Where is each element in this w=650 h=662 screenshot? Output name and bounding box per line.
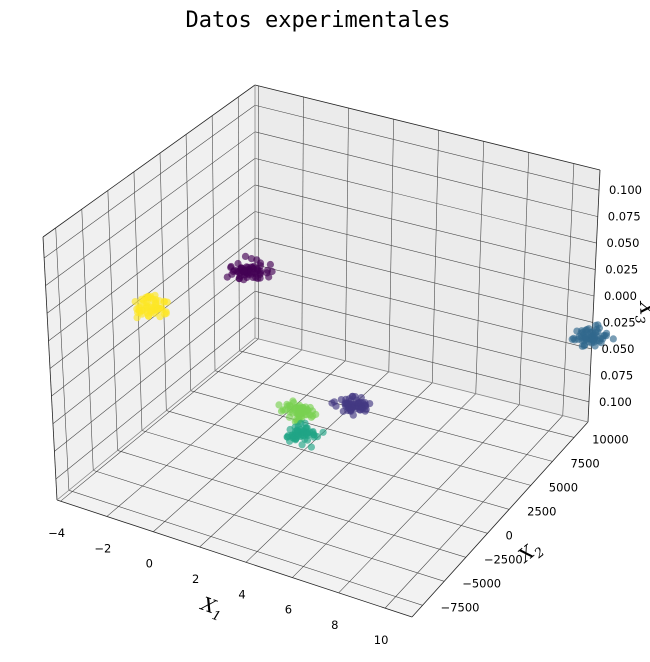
data-point: [292, 432, 300, 440]
cluster-1: [131, 291, 171, 322]
data-point: [337, 396, 345, 404]
y-tick-labels: −7500 −5000 −2500 0 2500 5000 7500 10000: [441, 432, 629, 614]
x-tick-label: 0: [146, 557, 153, 571]
y-tick-label: −5000: [462, 576, 501, 590]
data-point: [356, 406, 364, 414]
data-point: [357, 394, 365, 402]
cluster-3: [328, 392, 374, 419]
y-tick-label: 2500: [527, 504, 556, 518]
data-point: [151, 291, 159, 299]
data-point: [263, 266, 272, 274]
data-point: [144, 312, 153, 320]
grid-lines: [43, 85, 600, 609]
data-point: [293, 426, 301, 434]
data-point: [243, 273, 251, 282]
data-point: [308, 429, 317, 437]
y-tick-label: −2500: [484, 552, 523, 566]
floor-pane: [57, 338, 588, 617]
z-tick-label: 0.075: [608, 210, 641, 224]
data-point: [294, 410, 302, 418]
data-point: [247, 255, 256, 263]
data-point: [303, 430, 311, 438]
z-tick-label: 0.000: [604, 289, 637, 303]
x-tick-label: −4: [48, 526, 65, 540]
data-point: [309, 412, 317, 420]
x-tick-label: 6: [285, 603, 292, 617]
data-point: [307, 443, 315, 451]
data-point: [150, 304, 158, 312]
data-point: [266, 260, 274, 269]
x-tick-label: 10: [374, 633, 389, 647]
z-tick-label: 0.050: [607, 236, 640, 250]
y-tick-label: 0: [506, 528, 513, 542]
data-point: [319, 428, 327, 436]
data-point: [241, 252, 250, 260]
cluster-0: [223, 252, 276, 284]
y-tick-label: 10000: [592, 432, 629, 446]
data-point: [160, 298, 168, 306]
data-point: [574, 335, 582, 343]
data-point: [223, 273, 231, 281]
z-tick-label: 0.025: [603, 315, 636, 329]
data-point: [328, 399, 336, 407]
z-axis-label: X3: [631, 299, 650, 324]
data-point: [277, 407, 286, 415]
x-axis-label: X1: [195, 592, 226, 625]
scatter-points: [131, 252, 617, 451]
data-point: [306, 403, 314, 412]
data-point: [162, 308, 170, 316]
data-point: [609, 335, 617, 343]
x-tick-label: 2: [192, 572, 199, 586]
data-point: [254, 266, 262, 274]
data-point: [301, 408, 309, 416]
data-point: [235, 274, 243, 283]
data-point: [133, 305, 141, 313]
data-point: [313, 433, 322, 441]
y-tick-label: −7500: [441, 600, 480, 614]
y-tick-label: 7500: [570, 456, 599, 470]
data-point: [298, 441, 306, 449]
data-point: [138, 299, 146, 308]
data-point: [568, 335, 576, 343]
data-point: [578, 342, 586, 350]
cluster-5: [283, 419, 327, 451]
z-tick-labels: 0.100 0.075 0.050 0.025 0.000 0.025 0.050 0.075…: [599, 183, 642, 409]
x-tick-label: −2: [94, 541, 111, 555]
data-point: [592, 325, 601, 334]
data-point: [597, 339, 605, 347]
data-point: [156, 304, 164, 312]
data-point: [578, 327, 586, 335]
chart-title: Datos experimentales: [186, 8, 451, 33]
data-point: [133, 314, 141, 322]
data-point: [156, 313, 164, 321]
pane-edges: [42, 84, 601, 618]
data-point: [347, 406, 355, 414]
z-tick-label: 0.050: [601, 342, 634, 356]
z-tick-label: 0.075: [600, 368, 633, 382]
x-tick-label: 4: [238, 587, 245, 601]
data-point: [231, 266, 239, 274]
data-point: [348, 392, 356, 401]
data-point: [581, 334, 589, 342]
data-point: [240, 268, 248, 276]
y-tick-label: 5000: [549, 480, 578, 494]
data-point: [265, 273, 273, 281]
data-point: [585, 325, 593, 333]
data-point: [590, 335, 599, 343]
data-point: [144, 299, 152, 307]
x-tick-label: 8: [331, 618, 338, 632]
data-point: [246, 268, 254, 276]
z-tick-label: 0.025: [605, 263, 638, 277]
data-point: [275, 401, 283, 409]
x-tick-labels: −4 −2 0 2 4 6 8 10: [48, 526, 388, 647]
data-point: [285, 413, 294, 421]
data-point: [252, 273, 260, 281]
data-point: [234, 259, 242, 268]
cluster-2: [568, 321, 617, 350]
data-point: [291, 404, 299, 412]
z-tick-label: 0.100: [599, 395, 632, 409]
data-point: [131, 298, 139, 306]
z-tick-label: 0.100: [609, 183, 642, 197]
